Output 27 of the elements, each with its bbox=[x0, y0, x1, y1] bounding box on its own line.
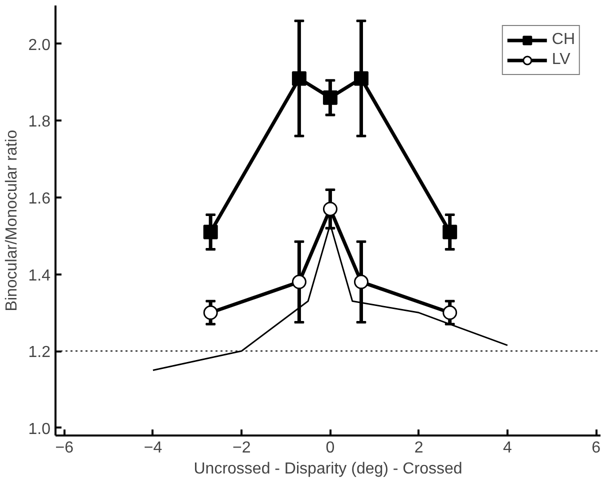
y-tick-label: 1.6 bbox=[28, 190, 51, 208]
point bbox=[322, 202, 338, 216]
y-tick-label: 2.0 bbox=[28, 36, 51, 54]
legend-label: CH bbox=[552, 31, 575, 49]
point bbox=[354, 274, 368, 290]
point bbox=[203, 305, 218, 320]
point bbox=[354, 71, 368, 86]
y-axis-title: Binocular/Monocular ratio bbox=[3, 130, 20, 312]
y-tick-label: 1.0 bbox=[28, 420, 51, 438]
x-tick-label: 4 bbox=[503, 440, 512, 456]
x-axis-title: Uncrossed - Disparity (deg) - Crossed bbox=[194, 460, 462, 478]
x-tick-label: −4 bbox=[144, 440, 162, 456]
legend-label: LV bbox=[552, 51, 572, 69]
point bbox=[292, 274, 306, 290]
y-tick-label: 1.8 bbox=[28, 114, 51, 131]
point bbox=[203, 224, 218, 240]
point bbox=[292, 71, 306, 86]
x-tick-label: 6 bbox=[592, 440, 601, 456]
x-tick-label: −6 bbox=[55, 440, 74, 456]
x-tick-label: −2 bbox=[232, 440, 251, 456]
y-tick-label: 1.4 bbox=[28, 267, 51, 284]
x-tick-label: 0 bbox=[326, 440, 335, 456]
point bbox=[442, 224, 458, 240]
y-tick-label: 1.2 bbox=[28, 344, 51, 362]
x-tick-label: 2 bbox=[414, 440, 424, 456]
point bbox=[322, 90, 338, 105]
point bbox=[442, 305, 458, 320]
